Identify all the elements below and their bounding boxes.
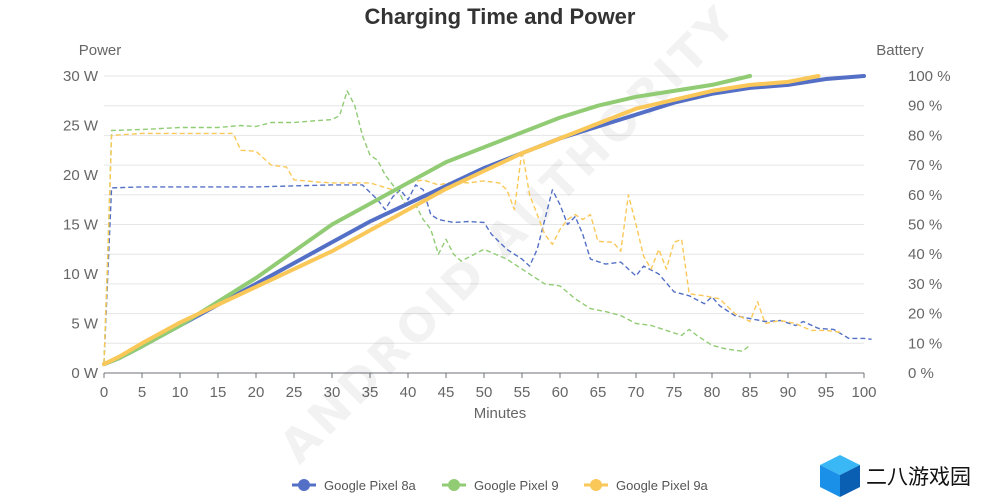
y-right-tick-label: 30 % <box>908 276 942 293</box>
x-tick-label: 15 <box>210 384 227 401</box>
x-tick-label: 50 <box>476 384 493 401</box>
power-series-group <box>103 90 872 364</box>
x-tick-label: 80 <box>704 384 721 401</box>
x-tick-label: 75 <box>666 384 683 401</box>
legend-label: Google Pixel 9 <box>474 478 559 493</box>
y-left-tick-label: 15 W <box>63 217 99 234</box>
legend-item-google-pixel-8a[interactable]: Google Pixel 8a <box>292 478 417 493</box>
x-tick-label: 30 <box>324 384 341 401</box>
y-axis-left-title: Power <box>79 42 122 59</box>
legend-item-google-pixel-9[interactable]: Google Pixel 9 <box>442 478 559 493</box>
chart-title: Charging Time and Power <box>365 4 636 29</box>
y-left-tick-label: 30 W <box>63 68 99 85</box>
battery-line-google-pixel-9a <box>102 74 821 367</box>
legend-item-google-pixel-9a[interactable]: Google Pixel 9a <box>584 478 709 493</box>
x-tick-label: 45 <box>438 384 455 401</box>
y-right-tick-label: 10 % <box>908 335 942 352</box>
y-right-tick-label: 60 % <box>908 187 942 204</box>
site-watermark-text: 二八游戏园 <box>866 465 971 489</box>
cube-logo-icon <box>820 455 860 497</box>
y-right-tick-label: 70 % <box>908 157 942 174</box>
y-right-tick-label: 50 % <box>908 217 942 234</box>
legend-swatch-dot <box>590 479 602 491</box>
x-tick-label: 5 <box>138 384 146 401</box>
y-axis-right-title: Battery <box>876 42 924 59</box>
battery-line-google-pixel-9 <box>102 74 752 367</box>
y-right-tick-label: 0 % <box>908 365 934 382</box>
y-left-tick-label: 25 W <box>63 118 99 135</box>
y-axis-right-ticks: 0 % 10 % 20 % 30 % 40 % 50 % 60 % 70 % 80 % 90 % 1… <box>908 68 951 382</box>
power-line-google-pixel-9a <box>103 132 842 364</box>
legend[interactable]: Google Pixel 8a Google Pixel 9 Google Pixe… <box>292 478 709 493</box>
x-tick-label: 65 <box>590 384 607 401</box>
legend-label: Google Pixel 9a <box>616 478 709 493</box>
legend-swatch-dot <box>448 479 460 491</box>
x-tick-label: 10 <box>172 384 189 401</box>
y-right-tick-label: 80 % <box>908 127 942 144</box>
x-tick-label: 60 <box>552 384 569 401</box>
y-axis-left-ticks: 0 W 5 W 10 W 15 W 20 W 25 W 30 W <box>63 68 99 382</box>
x-tick-label: 70 <box>628 384 645 401</box>
y-right-tick-label: 40 % <box>908 246 942 263</box>
x-tick-label: 35 <box>362 384 379 401</box>
y-right-tick-label: 90 % <box>908 98 942 115</box>
x-tick-label: 20 <box>248 384 265 401</box>
power-line-google-pixel-9 <box>103 90 751 364</box>
y-left-tick-label: 10 W <box>63 266 99 283</box>
gridlines <box>104 75 864 344</box>
x-tick-label: 40 <box>400 384 417 401</box>
y-right-tick-label: 100 % <box>908 68 951 85</box>
y-right-tick-label: 20 % <box>908 306 942 323</box>
battery-series-group <box>102 74 866 367</box>
power-line-google-pixel-8a <box>103 184 872 364</box>
legend-label: Google Pixel 8a <box>324 478 417 493</box>
x-tick-label: 95 <box>818 384 835 401</box>
site-watermark: 二八游戏园 <box>820 455 971 497</box>
x-tick-label: 0 <box>100 384 108 401</box>
x-tick-label: 100 <box>851 384 876 401</box>
y-left-tick-label: 5 W <box>71 316 99 333</box>
y-left-tick-label: 20 W <box>63 167 99 184</box>
x-axis-title: Minutes <box>474 405 527 422</box>
y-left-tick-label: 0 W <box>71 365 99 382</box>
x-axis: 0 5 10 15 20 25 30 35 40 45 50 55 60 65 70 75 80 85 90 95 10… <box>100 372 877 401</box>
legend-swatch-dot <box>298 479 310 491</box>
x-tick-label: 85 <box>742 384 759 401</box>
x-tick-label: 55 <box>514 384 531 401</box>
x-tick-label: 90 <box>780 384 797 401</box>
x-tick-label: 25 <box>286 384 303 401</box>
